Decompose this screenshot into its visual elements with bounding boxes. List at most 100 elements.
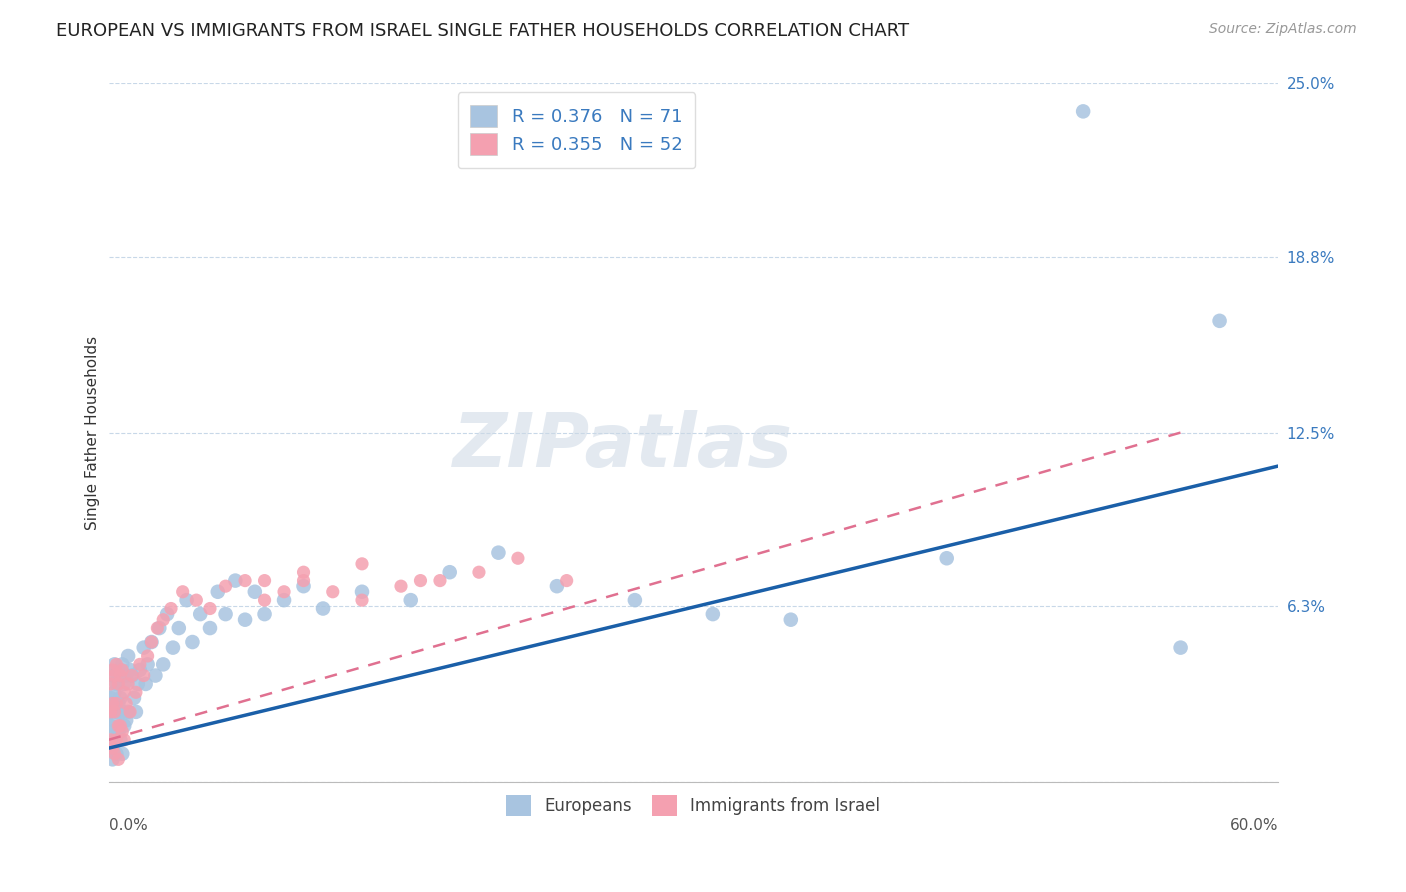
Point (128, 657, 150, 672)
Point (152, 613, 174, 627)
Point (160, 601, 183, 615)
Point (128, 663, 150, 677)
Point (135, 677, 157, 691)
Point (101, 663, 124, 677)
Text: ZIPatlas: ZIPatlas (453, 410, 793, 483)
Point (141, 635, 163, 649)
Point (110, 732, 132, 747)
Point (253, 574, 276, 588)
Point (253, 607, 276, 621)
Point (350, 593, 373, 607)
Point (107, 697, 129, 711)
Point (103, 705, 125, 719)
Point (115, 697, 138, 711)
Point (243, 584, 266, 599)
Point (186, 593, 208, 607)
Point (136, 648, 159, 663)
Point (101, 724, 124, 739)
Point (198, 621, 221, 635)
Point (292, 574, 315, 588)
Point (105, 657, 128, 672)
Point (253, 593, 276, 607)
Point (167, 621, 190, 635)
Point (399, 593, 422, 607)
Point (111, 663, 134, 677)
Point (273, 584, 295, 599)
Text: EUROPEAN VS IMMIGRANTS FROM ISRAEL SINGLE FATHER HOUSEHOLDS CORRELATION CHART: EUROPEAN VS IMMIGRANTS FROM ISRAEL SINGL… (56, 22, 910, 40)
Point (120, 663, 142, 677)
Point (127, 677, 149, 691)
Point (214, 579, 236, 593)
Point (110, 719, 132, 733)
Point (112, 677, 135, 691)
Point (125, 685, 148, 699)
Point (101, 697, 124, 711)
Point (100, 732, 122, 747)
Point (198, 601, 221, 615)
Point (148, 621, 170, 635)
Point (100, 677, 122, 691)
Point (1170, 640, 1192, 655)
Point (132, 640, 155, 655)
Point (101, 752, 124, 766)
Point (121, 668, 143, 682)
Point (110, 663, 132, 677)
Point (103, 657, 125, 672)
Point (555, 574, 578, 588)
Point (105, 747, 128, 761)
Text: 60.0%: 60.0% (1230, 818, 1278, 833)
Point (146, 621, 169, 635)
Point (117, 648, 139, 663)
Point (105, 677, 128, 691)
Point (350, 584, 373, 599)
Point (105, 705, 128, 719)
Point (468, 565, 491, 579)
Point (101, 697, 124, 711)
Point (107, 724, 129, 739)
Point (105, 697, 128, 711)
Point (389, 579, 412, 593)
Point (117, 705, 139, 719)
Point (132, 668, 155, 682)
Point (111, 657, 134, 672)
Point (188, 607, 211, 621)
Point (1208, 314, 1230, 328)
Text: 0.0%: 0.0% (108, 818, 148, 833)
Point (112, 719, 135, 733)
Point (115, 713, 138, 727)
Point (107, 677, 129, 691)
Point (172, 584, 194, 599)
Point (120, 705, 142, 719)
Point (429, 574, 451, 588)
Point (488, 546, 510, 560)
Y-axis label: Single Father Households: Single Father Households (86, 335, 100, 530)
Point (111, 705, 134, 719)
Point (273, 593, 295, 607)
Point (779, 613, 801, 627)
Point (156, 607, 179, 621)
Point (115, 668, 138, 682)
Point (176, 593, 198, 607)
Point (506, 551, 529, 566)
Point (409, 574, 432, 588)
Point (103, 685, 125, 699)
Point (181, 635, 204, 649)
Point (145, 668, 167, 682)
Point (110, 668, 132, 682)
Point (107, 668, 129, 682)
Point (224, 574, 246, 588)
Point (292, 565, 315, 579)
Point (110, 690, 132, 705)
Point (105, 732, 128, 747)
Point (141, 635, 163, 649)
Point (312, 601, 335, 615)
Point (233, 574, 256, 588)
Point (100, 705, 122, 719)
Point (214, 607, 236, 621)
Point (111, 724, 134, 739)
Point (107, 752, 129, 766)
Point (107, 719, 129, 733)
Point (100, 719, 122, 733)
Point (935, 551, 957, 566)
Point (112, 732, 135, 747)
